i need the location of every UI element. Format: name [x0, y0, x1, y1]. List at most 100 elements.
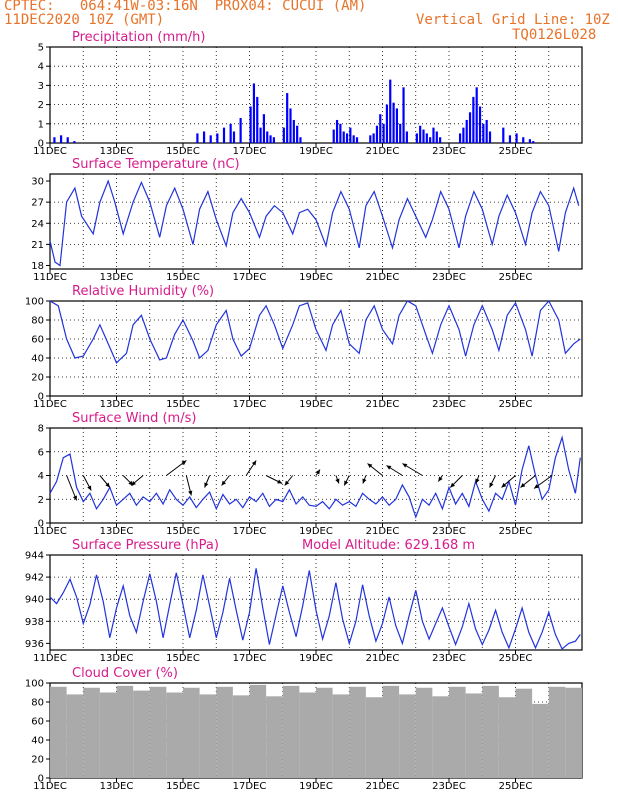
run-id: TQ0126L028	[512, 27, 597, 43]
wind-arrowhead	[367, 463, 373, 469]
cloud-xtick-label: 21DEC	[366, 781, 400, 792]
rh-xtick-label: 21DEC	[366, 399, 400, 410]
temp-ytick-label: 24	[31, 219, 44, 230]
cloud-bar	[232, 695, 250, 778]
cloud-bar	[449, 686, 466, 778]
cloud-bar	[332, 694, 350, 778]
wind-xtick-label: 11DEC	[33, 526, 67, 537]
wind-arrowhead	[501, 482, 507, 488]
temp-panel: 18 21 24 27 30 11DEC 13DEC 15DEC 17DEC 19DEC 21DEC…	[31, 157, 583, 283]
precip-bar	[475, 87, 478, 143]
pres-panel-title: Surface Pressure (hPa)	[72, 538, 219, 553]
temp-ytick-label: 18	[31, 261, 44, 272]
cloud-xtick-label: 15DEC	[166, 781, 200, 792]
precip-bar	[379, 114, 382, 143]
cloud-bar	[99, 692, 117, 778]
header-line-1: CPTEC: 064:41W-03:16N PROX04: CUCUI (AM)	[4, 0, 367, 14]
precip-bar	[252, 83, 256, 143]
precip-bar	[402, 87, 405, 143]
wind-arrowhead	[344, 480, 349, 486]
pres-ytick-label: 940	[25, 595, 44, 606]
wind-arrowhead	[251, 460, 257, 466]
precip-bar	[349, 127, 352, 143]
precip-bar	[458, 133, 462, 143]
wind-panel: 0 2 4 6 8 11DEC 13DEC 15DEC 17DEC 19DEC 21DEC 23DEC…	[33, 411, 583, 537]
precip-bar	[502, 127, 505, 143]
precip-bar	[382, 123, 385, 143]
cloud-panel-title: Cloud Cover (%)	[72, 666, 178, 681]
precip-bar	[66, 137, 69, 143]
precip-xtick-label: 15DEC	[166, 146, 200, 157]
pres-xtick-label: 19DEC	[299, 653, 333, 664]
cloud-xtick-label: 19DEC	[299, 781, 333, 792]
precip-bar	[468, 112, 472, 143]
precip-bar	[472, 96, 475, 143]
wind-xtick-label: 21DEC	[366, 526, 400, 537]
pres-xtick-label: 13DEC	[100, 653, 134, 664]
precip-bar	[515, 133, 518, 143]
precip-bar	[422, 129, 425, 143]
precip-ytick-label: 1	[38, 119, 44, 130]
precip-bar	[345, 133, 349, 143]
cloud-ytick-label: 40	[31, 736, 44, 747]
precip-xtick-label: 21DEC	[366, 146, 400, 157]
cloud-bar	[365, 697, 383, 778]
cloud-bar	[282, 685, 300, 778]
precip-bar	[385, 104, 389, 143]
rh-panel-title: Relative Humidity (%)	[72, 284, 214, 299]
cloud-bar	[382, 685, 400, 778]
precip-bar	[372, 133, 375, 143]
rh-xtick-label: 17DEC	[233, 399, 267, 410]
wind-arrowhead	[335, 478, 340, 484]
precip-bar	[389, 79, 392, 143]
precip-bar	[232, 131, 236, 143]
precip-bar	[335, 119, 339, 143]
precip-bar	[289, 108, 292, 143]
precip-bar	[415, 133, 418, 143]
rh-xtick-label: 23DEC	[432, 399, 466, 410]
precip-bar	[532, 141, 535, 143]
wind-arrowhead	[362, 478, 367, 484]
temp-ytick-label: 21	[31, 240, 44, 251]
wind-xtick-label: 25DEC	[499, 526, 533, 537]
precip-bar	[508, 135, 512, 143]
rh-panel: 0 20 40 60 80 100 11DEC 13DEC 15DEC 17DEC 19DEC 21D…	[25, 284, 583, 410]
precip-bar	[342, 131, 345, 143]
temp-ytick-label: 27	[31, 198, 44, 209]
precip-bar	[392, 102, 395, 143]
pres-xtick-label: 25DEC	[499, 653, 533, 664]
temp-line	[49, 179, 580, 267]
wind-arrowhead	[475, 478, 480, 484]
temp-xtick-label: 13DEC	[100, 272, 134, 283]
header-line-2: 11DEC2020 10Z (GMT)	[4, 12, 165, 28]
wind-panel-title: Surface Wind (m/s)	[72, 411, 196, 426]
precip-bar	[209, 135, 212, 143]
precip-bar	[419, 125, 422, 143]
cloud-ytick-label: 60	[31, 717, 44, 728]
precip-bar	[239, 118, 242, 143]
wind-arrowhead	[489, 482, 494, 488]
cloud-bar	[199, 694, 217, 778]
precip-bar	[259, 127, 262, 143]
precip-bar	[488, 131, 492, 143]
precip-xtick-label: 23DEC	[432, 146, 466, 157]
precip-bar	[355, 137, 359, 143]
model-altitude-label: Model Altitude: 629.168 m	[302, 538, 475, 553]
precip-bar	[282, 127, 285, 143]
cloud-bar	[149, 686, 167, 778]
precip-bar	[352, 135, 355, 143]
cloud-bar	[532, 703, 549, 778]
cloud-bar	[482, 685, 499, 778]
wind-arrowhead	[438, 476, 443, 482]
pres-xtick-label: 23DEC	[432, 653, 466, 664]
rh-ytick-label: 40	[31, 354, 44, 365]
rh-xtick-label: 15DEC	[166, 399, 200, 410]
cloud-ytick-label: 20	[31, 755, 44, 766]
rh-ytick-label: 80	[31, 316, 44, 327]
pres-xtick-label: 21DEC	[366, 653, 400, 664]
precip-ytick-label: 3	[38, 81, 44, 92]
precip-bar	[528, 139, 531, 143]
pres-panel: 936 938 940 942 944 11DEC 13DEC 15DEC 17DEC 19DEC…	[25, 538, 583, 664]
rh-ytick-label: 0	[38, 392, 44, 403]
precip-bar	[435, 131, 438, 143]
